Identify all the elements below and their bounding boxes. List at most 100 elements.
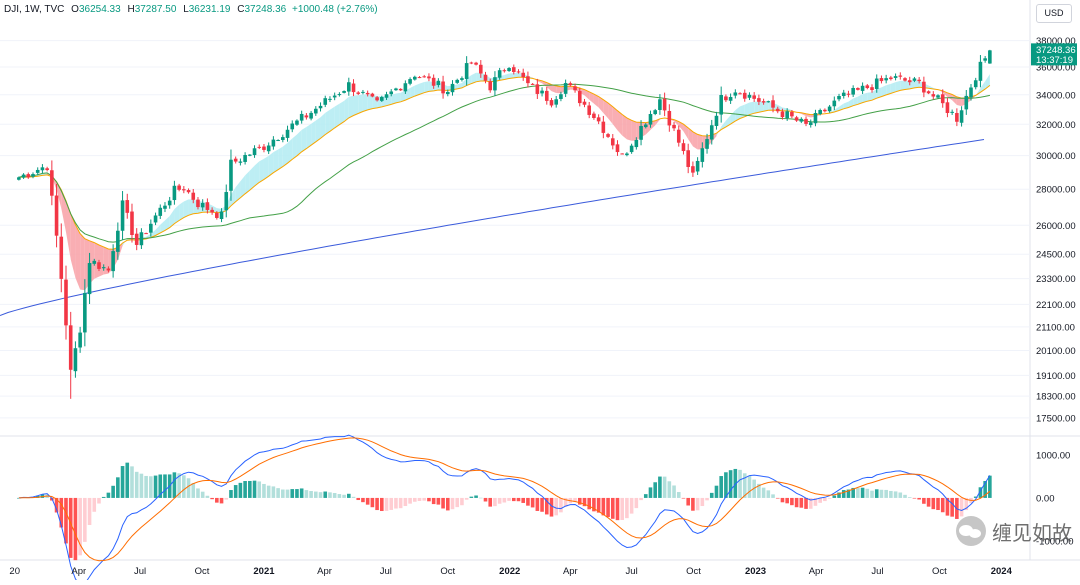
candle-body <box>366 93 370 94</box>
macd-histogram-bar <box>432 498 436 504</box>
ema-ribbon-segment <box>311 120 316 145</box>
candle-body <box>295 121 299 125</box>
macd-histogram-bar <box>404 498 408 506</box>
candle-body <box>941 94 945 103</box>
macd-histogram-bar <box>107 493 111 498</box>
time-tick-label: Apr <box>809 566 824 577</box>
candle-body <box>168 201 172 206</box>
macd-tick-label: 0.00 <box>1036 493 1055 504</box>
macd-histogram-bar <box>927 498 931 507</box>
candle-body <box>833 101 837 107</box>
macd-histogram-bar <box>795 498 799 507</box>
candle-body <box>875 79 879 89</box>
candle-body <box>569 83 573 85</box>
ema-ribbon-segment <box>476 73 481 82</box>
candle-body <box>229 160 233 191</box>
candle-body <box>592 114 596 118</box>
macd-histogram-bar <box>342 495 346 498</box>
candle-body <box>814 113 818 123</box>
price-tick-label: 30000.00 <box>1036 151 1076 162</box>
candle-body <box>305 115 309 117</box>
time-tick-label: Jul <box>871 566 883 577</box>
ema-ribbon-segment <box>339 101 344 125</box>
candle-body <box>969 88 973 98</box>
ema-ribbon-segment <box>269 152 274 176</box>
macd-histogram-bar <box>941 498 945 512</box>
ema-ribbon-segment <box>264 156 269 180</box>
candle-body <box>257 147 261 148</box>
candle-body <box>389 91 393 94</box>
candle-body <box>776 109 780 112</box>
candle-body <box>220 211 224 219</box>
macd-histogram-bar <box>262 484 266 498</box>
macd-histogram-bar <box>116 477 120 498</box>
candle-body <box>894 76 898 78</box>
macd-histogram-bar <box>243 481 247 498</box>
candle-body <box>498 70 502 77</box>
time-tick-label: 2021 <box>253 566 275 577</box>
candle-body <box>936 95 940 97</box>
candle-body <box>474 63 478 65</box>
macd-histogram-bar <box>215 498 219 503</box>
macd-histogram-bar <box>399 498 403 508</box>
macd-histogram-bar <box>870 491 874 498</box>
macd-histogram-bar <box>125 463 129 498</box>
macd-histogram-bar <box>668 481 672 498</box>
time-tick-label: Oct <box>440 566 455 577</box>
macd-histogram-bar <box>74 498 78 560</box>
candle-body <box>177 186 181 190</box>
candle-body <box>752 95 756 98</box>
candle-body <box>191 193 195 200</box>
candle-body <box>908 80 912 82</box>
macd-histogram-bar <box>389 498 393 510</box>
macd-histogram-bar <box>328 492 332 498</box>
macd-histogram-bar <box>210 498 214 499</box>
macd-histogram-bar <box>149 476 153 498</box>
macd-histogram-bar <box>913 498 917 499</box>
time-tick-label: Oct <box>686 566 701 577</box>
candle-body <box>243 155 247 162</box>
macd-histogram-bar <box>257 481 261 497</box>
candle-body <box>545 91 549 101</box>
candle-body <box>239 162 243 163</box>
macd-histogram-bar <box>460 498 464 505</box>
ema-ribbon-segment <box>94 243 99 279</box>
macd-histogram-bar <box>908 497 912 498</box>
candle-body <box>479 65 483 74</box>
macd-histogram-bar <box>488 498 492 507</box>
candle-body <box>88 263 92 294</box>
macd-histogram-bar <box>767 490 771 498</box>
candle-body <box>74 348 78 371</box>
macd-histogram-bar <box>191 483 195 498</box>
candle-body <box>785 111 789 118</box>
price-tick-label: 21100.00 <box>1036 322 1075 333</box>
candle-body <box>866 85 870 88</box>
time-tick-label: 2022 <box>499 566 520 577</box>
candle-body <box>470 63 474 64</box>
price-tick-label: 28000.00 <box>1036 185 1076 196</box>
candle-body <box>210 210 214 213</box>
ema-ribbon-segment <box>358 95 363 114</box>
candle-body <box>870 87 874 90</box>
macd-histogram-bar <box>408 498 412 504</box>
candle-body <box>559 94 563 99</box>
macd-histogram-bar <box>154 476 158 498</box>
candle-body <box>960 110 964 122</box>
candle-body <box>144 233 148 234</box>
candle-body <box>762 101 766 102</box>
time-tick-label: Jul <box>626 566 638 577</box>
macd-histogram-bar <box>729 470 733 498</box>
macd-histogram-bar <box>536 498 540 511</box>
candle-body <box>606 134 610 137</box>
candle-body <box>234 159 238 162</box>
open-label: O <box>71 4 79 15</box>
macd-histogram-bar <box>319 492 323 498</box>
candle-body <box>738 93 742 94</box>
candle-body <box>432 78 436 86</box>
candle-body <box>913 78 917 80</box>
candle-body <box>880 78 884 81</box>
currency-button[interactable]: USD <box>1036 4 1072 23</box>
candle-body <box>578 91 582 103</box>
